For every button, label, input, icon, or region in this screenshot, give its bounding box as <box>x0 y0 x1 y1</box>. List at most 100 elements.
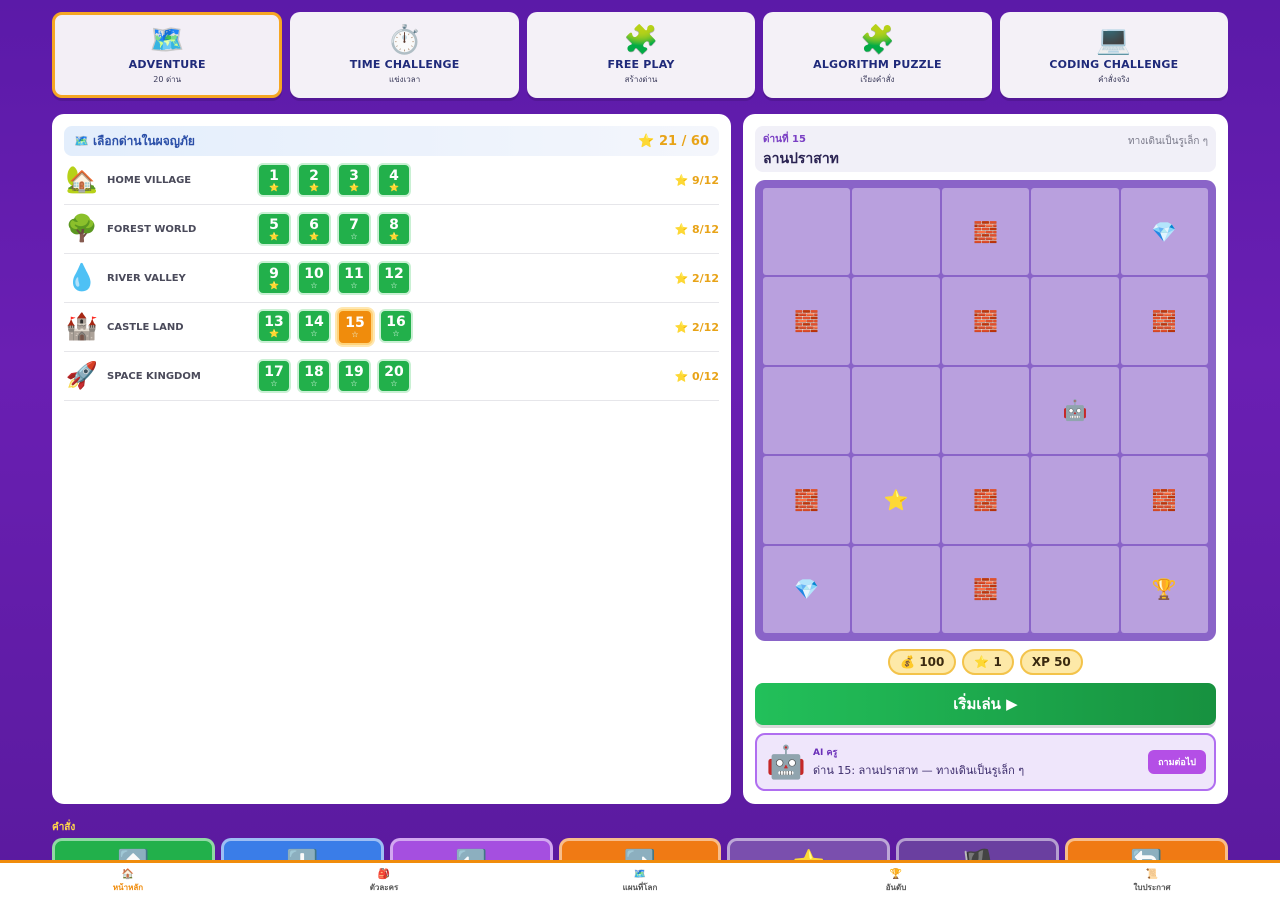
level-number-label: 18 <box>304 363 324 380</box>
level-button-14[interactable]: 14 ☆ <box>297 309 331 343</box>
level-button-12[interactable]: 12 ☆ <box>377 261 411 295</box>
level-button-19[interactable]: 19 ☆ <box>337 359 371 393</box>
level-button-20[interactable]: 20 ☆ <box>377 359 411 393</box>
level-select-title: 🗺️ เลือกด่านในผจญภัย <box>74 132 195 151</box>
brick-wall-icon: 🧱 <box>1151 309 1177 334</box>
start-button[interactable]: เริ่มเล่น ▶ <box>755 683 1216 725</box>
brick-wall-icon: 🧱 <box>973 577 998 602</box>
ai-tutor-message: ด่าน 15: ลานปราสาท — ทางเดินเป็นรูเล็ก ๆ <box>813 764 1025 777</box>
nav-world-map[interactable]: 🗺️ แผนที่โลก <box>512 863 768 900</box>
level-number-label: 4 <box>389 167 399 184</box>
grid-cell <box>1031 545 1119 633</box>
mode-tab-adventure[interactable]: 🗺️ ADVENTURE 20 ด่าน <box>52 12 283 98</box>
grid-cell: 🧱 <box>763 456 851 544</box>
level-button-2[interactable]: 2 ⭐ <box>297 163 331 197</box>
mode-tab-free-play[interactable]: 🧩 FREE PLAY สร้างด่าน <box>526 12 756 98</box>
nav-leaderboard[interactable]: 🏆 อันดับ <box>768 863 1024 900</box>
level-button-17[interactable]: 17 ☆ <box>257 359 291 393</box>
level-grid: 🧱 💎 🧱 🧱 🧱 🤖 🧱 ⭐ 🧱 🧱 💎 🧱 🏆 <box>755 180 1216 641</box>
level-button-6[interactable]: 6 ⭐ <box>297 212 331 246</box>
grid-cell <box>852 366 940 455</box>
world-row: 🏡 HOME VILLAGE 1 ⭐ 2 ⭐ 3 ⭐ 4 ⭐ ⭐ 9/12 <box>64 156 719 205</box>
level-button-10[interactable]: 10 ☆ <box>297 261 331 295</box>
grid-cell <box>852 545 940 633</box>
brick-wall-icon: 🧱 <box>973 487 998 512</box>
star-icon: ⭐ <box>269 328 279 338</box>
level-number-label: 9 <box>269 265 279 282</box>
level-button-1[interactable]: 1 ⭐ <box>257 163 291 197</box>
level-number-label: 15 <box>345 314 365 331</box>
level-preview-header: ด่านที่ 15 ลานปราสาท ทางเดินเป็นรูเล็ก ๆ <box>755 126 1216 172</box>
grid-cell: ⭐ <box>852 456 940 544</box>
level-button-11[interactable]: 11 ☆ <box>337 261 371 295</box>
star-icon: ⭐ <box>309 182 319 192</box>
level-button-8[interactable]: 8 ⭐ <box>377 212 411 246</box>
star-icon: ☆ <box>310 280 318 290</box>
ask-more-button[interactable]: ถามต่อไป <box>1148 750 1206 774</box>
world-score: ⭐ 2/12 <box>674 320 719 334</box>
mode-tab-algorithm-puzzle[interactable]: 🧩 ALGORITHM PUZZLE เรียงคำสั่ง <box>763 12 992 98</box>
mode-tab-time-challenge[interactable]: ⏱️ TIME CHALLENGE แข่งเวลา <box>290 12 519 98</box>
world-row: 🌳 FOREST WORLD 5 ⭐ 6 ⭐ 7 ☆ 8 ⭐ ⭐ 8/12 <box>64 205 719 254</box>
level-button-4[interactable]: 4 ⭐ <box>377 163 411 197</box>
level-button-18[interactable]: 18 ☆ <box>297 359 331 393</box>
ai-tutor-text: AI ครู ด่าน 15: ลานปราสาท — ทางเดินเป็นร… <box>813 745 1024 779</box>
world-row: 💧 RIVER VALLEY 9 ⭐ 10 ☆ 11 ☆ 12 ☆ ⭐ 2/12 <box>64 254 719 303</box>
level-button-3[interactable]: 3 ⭐ <box>337 163 371 197</box>
star-icon: ⭐ <box>269 231 279 241</box>
star-icon: ☆ <box>390 378 398 388</box>
star-icon: ☆ <box>392 328 400 338</box>
world-name: FOREST WORLD <box>107 223 197 235</box>
total-stars: ⭐ 21 / 60 <box>638 133 709 149</box>
level-button-7[interactable]: 7 ☆ <box>337 212 371 246</box>
bottom-nav: 🏠 หน้าหลัก 🎒 ตัวละคร 🗺️ แผนที่โลก 🏆 อันดับ 📜… <box>0 860 1280 900</box>
grid-cell: 💎 <box>1120 188 1208 276</box>
nav-characters[interactable]: 🎒 ตัวละคร <box>256 863 512 900</box>
mode-title: ALGORITHM PUZZLE <box>813 58 942 71</box>
world-score: ⭐ 9/12 <box>674 173 719 187</box>
star-icon: ☆ <box>351 329 359 339</box>
star-icon: ⭐ <box>389 231 399 241</box>
level-button-15[interactable]: 15 ☆ <box>337 309 373 345</box>
nav-label: หน้าหลัก <box>112 883 144 892</box>
nav-home[interactable]: 🏠 หน้าหลัก <box>0 863 256 900</box>
mode-subtitle: สร้างด่าน <box>624 75 658 84</box>
level-preview-panel: ด่านที่ 15 ลานปราสาท ทางเดินเป็นรูเล็ก ๆ… <box>743 114 1228 804</box>
level-button-16[interactable]: 16 ☆ <box>379 309 413 343</box>
grid-cell: 🧱 <box>1120 277 1208 365</box>
level-button-5[interactable]: 5 ⭐ <box>257 212 291 246</box>
mode-tab-coding-challenge[interactable]: 💻 CODING CHALLENGE คำสั่งจริง <box>999 12 1229 98</box>
puzzle-icon: 🧩 <box>623 23 659 56</box>
nav-certificates[interactable]: 📜 ใบประกาศ <box>1024 863 1280 900</box>
nav-label: แผนที่โลก <box>622 883 658 892</box>
world-name: HOME VILLAGE <box>107 174 192 186</box>
home-icon: 🏠 <box>121 869 135 880</box>
gem-icon: 💎 <box>1151 219 1177 244</box>
level-number-label: 1 <box>269 167 279 184</box>
brick-wall-icon: 🧱 <box>1151 487 1177 512</box>
coin-reward: 💰 100 <box>888 649 957 675</box>
star-icon: ⭐ <box>883 487 909 512</box>
level-button-13[interactable]: 13 ⭐ <box>257 309 291 343</box>
level-number-label: 19 <box>344 363 364 380</box>
grid-cell <box>1120 366 1208 455</box>
level-buttons: 17 ☆ 18 ☆ 19 ☆ 20 ☆ <box>257 359 411 393</box>
level-number-label: 13 <box>264 313 284 330</box>
ai-tutor-label: AI ครู <box>813 748 838 758</box>
mode-tabs: 🗺️ ADVENTURE 20 ด่าน ⏱️ TIME CHALLENGE แ… <box>52 12 1229 98</box>
star-icon: ⭐ <box>309 231 319 241</box>
mode-subtitle: 20 ด่าน <box>153 75 182 84</box>
map-icon: 🗺️ <box>633 869 647 880</box>
brick-wall-icon: 🧱 <box>973 309 998 334</box>
level-hint: ทางเดินเป็นรูเล็ก ๆ <box>1128 136 1208 147</box>
level-number-label: 8 <box>389 216 399 233</box>
star-icon: ⭐ <box>269 280 279 290</box>
gem-icon: 💎 <box>794 577 820 602</box>
level-number-label: 11 <box>344 265 364 282</box>
level-button-9[interactable]: 9 ⭐ <box>257 261 291 295</box>
droplet-icon: 💧 <box>65 263 99 293</box>
puzzle-icon: 🧩 <box>859 23 895 56</box>
level-number-label: 12 <box>384 265 404 282</box>
mode-title: TIME CHALLENGE <box>349 58 460 71</box>
grid-cell <box>1031 277 1119 365</box>
